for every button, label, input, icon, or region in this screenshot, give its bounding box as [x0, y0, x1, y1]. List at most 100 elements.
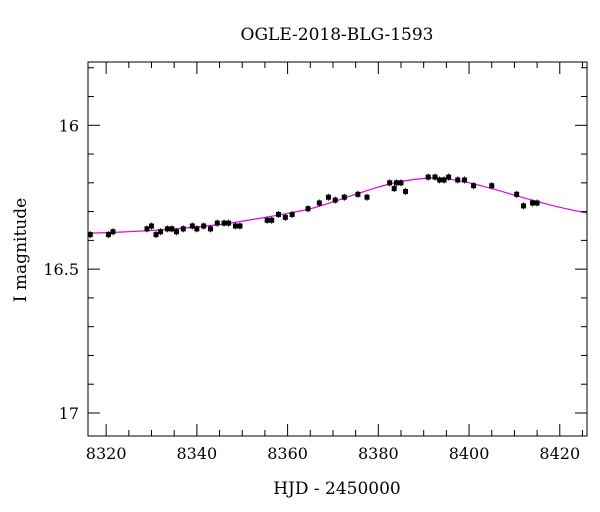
- data-point: [530, 199, 536, 207]
- point-marker: [149, 223, 155, 229]
- data-point: [110, 228, 116, 236]
- point-marker: [437, 177, 443, 183]
- point-marker: [471, 183, 477, 189]
- data-point: [341, 193, 347, 201]
- point-marker: [446, 174, 452, 180]
- point-marker: [530, 200, 536, 206]
- data-point: [189, 222, 195, 230]
- data-point: [387, 179, 393, 187]
- point-marker: [173, 229, 179, 235]
- point-marker: [391, 186, 397, 192]
- data-point: [471, 182, 477, 190]
- point-marker: [425, 174, 431, 180]
- y-tick-label: 16: [59, 116, 79, 135]
- data-point: [316, 199, 322, 207]
- point-marker: [237, 223, 243, 229]
- point-marker: [462, 177, 468, 183]
- point-marker: [164, 226, 170, 232]
- point-marker: [226, 220, 232, 226]
- point-marker: [269, 217, 275, 223]
- data-point: [173, 228, 179, 236]
- point-marker: [489, 183, 495, 189]
- data-point: [221, 219, 227, 227]
- point-marker: [432, 174, 438, 180]
- point-marker: [189, 223, 195, 229]
- point-marker: [207, 226, 213, 232]
- data-point: [214, 219, 220, 227]
- data-point: [149, 222, 155, 230]
- data-point: [441, 176, 447, 184]
- point-marker: [264, 217, 270, 223]
- point-marker: [153, 232, 159, 238]
- data-point: [105, 231, 111, 239]
- point-marker: [455, 177, 461, 183]
- data-point: [398, 179, 404, 187]
- point-marker: [180, 226, 186, 232]
- point-marker: [305, 206, 311, 212]
- y-tick-label: 16.5: [43, 260, 79, 279]
- data-point: [264, 216, 270, 224]
- point-marker: [88, 232, 93, 238]
- point-marker: [316, 200, 322, 206]
- data-point: [520, 202, 526, 210]
- data-point: [269, 216, 275, 224]
- x-axis-label: HJD - 2450000: [273, 479, 401, 499]
- data-point: [425, 173, 431, 181]
- data-point: [446, 173, 452, 181]
- point-marker: [341, 194, 347, 200]
- y-axis-label: I magnitude: [11, 198, 31, 302]
- point-marker: [325, 194, 331, 200]
- point-marker: [194, 226, 200, 232]
- data-point: [276, 211, 282, 218]
- point-marker: [387, 180, 393, 186]
- point-marker: [355, 191, 361, 197]
- data-point: [180, 225, 186, 233]
- data-point: [355, 190, 361, 198]
- x-tick-label: 8340: [177, 444, 218, 463]
- point-marker: [158, 229, 164, 235]
- data-point: [364, 193, 370, 201]
- point-marker: [110, 229, 116, 235]
- data-point: [144, 225, 150, 233]
- x-tick-label: 8400: [449, 444, 490, 463]
- point-marker: [105, 232, 111, 238]
- data-point: [207, 225, 213, 233]
- data-point: [158, 228, 164, 236]
- model-curve: [88, 177, 587, 234]
- point-marker: [232, 223, 238, 229]
- data-point: [201, 222, 207, 230]
- data-point: [391, 185, 397, 193]
- data-point: [432, 173, 438, 181]
- data-point: [489, 182, 495, 190]
- point-marker: [201, 223, 207, 229]
- data-point: [332, 196, 338, 204]
- data-point: [534, 199, 540, 207]
- point-marker: [398, 180, 404, 186]
- data-point: [462, 176, 468, 184]
- point-marker: [282, 214, 288, 220]
- data-point: [232, 222, 238, 230]
- point-marker: [403, 188, 409, 194]
- x-tick-label: 8320: [86, 444, 127, 463]
- plot-frame: [87, 61, 588, 437]
- data-point: [514, 190, 520, 198]
- data-point: [403, 188, 409, 195]
- point-marker: [520, 203, 526, 209]
- x-tick-label: 8380: [358, 444, 399, 463]
- data-point: [153, 231, 159, 239]
- point-marker: [144, 226, 150, 232]
- point-marker: [534, 200, 540, 206]
- data-point: [282, 213, 288, 221]
- point-marker: [169, 226, 175, 232]
- point-marker: [221, 220, 227, 226]
- point-marker: [393, 180, 399, 186]
- data-point: [169, 225, 175, 233]
- data-point: [88, 231, 93, 239]
- point-marker: [276, 211, 282, 217]
- data-point: [325, 193, 331, 201]
- x-tick-label: 8420: [539, 444, 580, 463]
- data-point: [437, 176, 443, 184]
- point-marker: [441, 177, 447, 183]
- data-point: [194, 225, 200, 233]
